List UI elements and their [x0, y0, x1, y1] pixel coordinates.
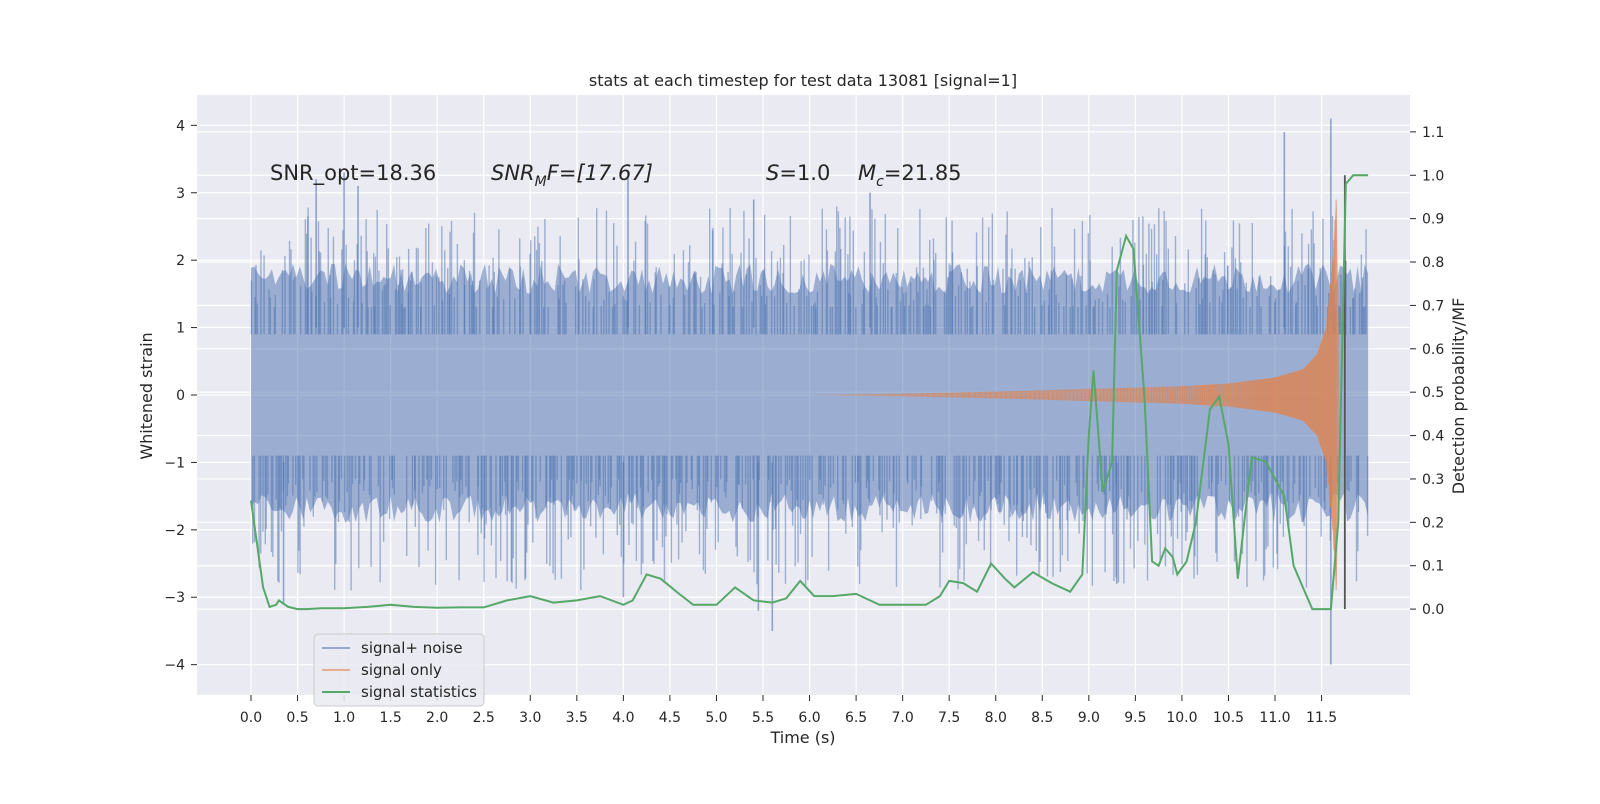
y2-tick-label: 0.7	[1422, 298, 1444, 314]
annotation-snr-opt: SNR_opt=18.36	[270, 161, 436, 186]
x-tick-label: 8.5	[1031, 710, 1053, 726]
x-tick-label: 6.0	[798, 710, 820, 726]
x-tick-label: 8.0	[985, 710, 1007, 726]
x-tick-label: 5.5	[752, 710, 774, 726]
y-axis-ticks: −4 −3 −2 −1 0 1 2 3 4	[164, 118, 197, 674]
x-tick-label: 3.0	[519, 710, 541, 726]
x-tick-label: 7.5	[938, 710, 960, 726]
x-tick-label: 0.5	[286, 710, 308, 726]
y-tick-label: 3	[176, 186, 185, 202]
noise-spikes	[250, 118, 1369, 665]
x-tick-label: 11.5	[1306, 710, 1337, 726]
x-tick-label: 1.5	[380, 710, 402, 726]
y2-tick-label: 1.0	[1422, 168, 1444, 184]
y2-tick-label: 0.2	[1422, 515, 1444, 531]
y2-tick-label: 0.5	[1422, 385, 1444, 401]
y2-tick-label: 0.9	[1422, 212, 1444, 228]
y-tick-label: 1	[176, 321, 185, 337]
x-axis-ticks: 0.0 0.5 1.0 1.5 2.0 2.5 3.0 3.5 4.0 4.5 5.0 5.5 6.0 6…	[240, 695, 1337, 726]
y2-tick-label: 0.1	[1422, 559, 1444, 575]
x-tick-label: 9.0	[1078, 710, 1100, 726]
y-tick-label: 4	[176, 118, 185, 134]
annotation-mc: Mc=21.85	[858, 161, 962, 190]
y2-tick-label: 1.1	[1422, 125, 1444, 141]
y-tick-label: −3	[164, 590, 185, 606]
legend: signal+ noise signal only signal statist…	[313, 633, 485, 707]
y-tick-label: −2	[164, 523, 185, 539]
y2-tick-label: 0.8	[1422, 255, 1444, 271]
y2-axis-label: Detection probability/MF	[1449, 298, 1468, 495]
x-tick-label: 2.0	[426, 710, 448, 726]
signal-only-envelope	[809, 200, 1340, 590]
x-axis-label: Time (s)	[769, 728, 835, 747]
x-tick-label: 10.5	[1213, 710, 1244, 726]
y2-tick-label: 0.4	[1422, 429, 1444, 445]
x-tick-label: 7.0	[892, 710, 914, 726]
signal-only-cycles	[902, 199, 1337, 591]
x-tick-label: 4.5	[659, 710, 681, 726]
y2-tick-label: 0.6	[1422, 342, 1444, 358]
x-tick-label: 0.0	[240, 710, 262, 726]
x-tick-label: 5.0	[705, 710, 727, 726]
annotation-s: S=1.0	[766, 161, 830, 185]
y-tick-label: 2	[176, 253, 185, 269]
x-tick-label: 11.0	[1259, 710, 1290, 726]
y2-tick-label: 0.3	[1422, 472, 1444, 488]
x-tick-label: 4.0	[612, 710, 634, 726]
annotation-snr-mf: SNRMF=[17.67]	[491, 161, 653, 190]
x-tick-label: 2.5	[473, 710, 495, 726]
y2-axis-ticks: 0.0 0.1 0.2 0.3 0.4 0.5 0.6 0.7 0.8 0.9 1.0 1.1	[1410, 125, 1444, 618]
plot-area	[250, 118, 1369, 665]
x-tick-label: 10.0	[1166, 710, 1197, 726]
y-tick-label: −1	[164, 455, 185, 471]
legend-label-signal-only: signal only	[361, 661, 442, 679]
x-tick-label: 9.5	[1124, 710, 1146, 726]
y2-tick-label: 0.0	[1422, 602, 1444, 618]
y-axis-label: Whitened strain	[137, 332, 156, 459]
y-tick-label: −4	[164, 658, 185, 674]
x-tick-label: 6.5	[845, 710, 867, 726]
legend-label-signal-noise: signal+ noise	[361, 639, 463, 657]
signal-statistics-line	[250, 174, 1369, 611]
legend-box	[313, 633, 485, 707]
chart-title: stats at each timestep for test data 130…	[589, 71, 1017, 90]
x-tick-label: 3.5	[566, 710, 588, 726]
x-tick-label: 1.0	[333, 710, 355, 726]
legend-label-signal-statistics: signal statistics	[361, 683, 477, 701]
y-tick-label: 0	[176, 388, 185, 404]
